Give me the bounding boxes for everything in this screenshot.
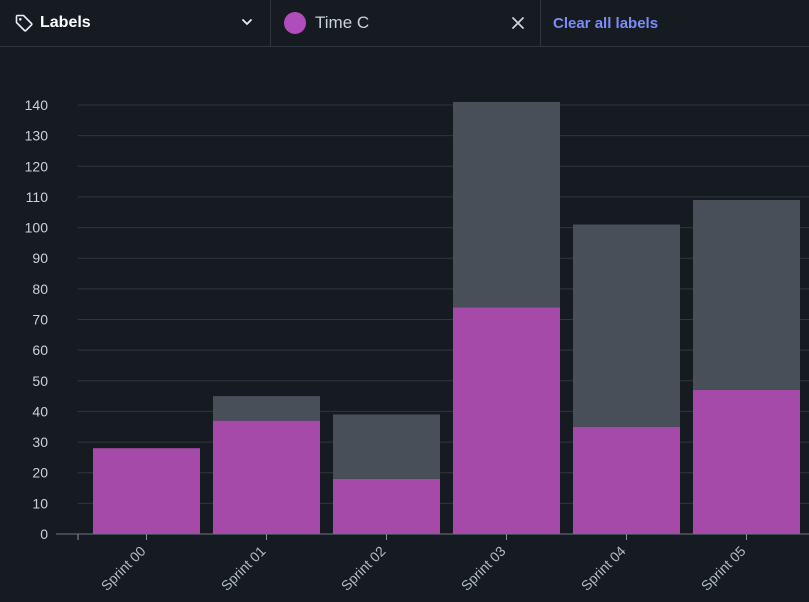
bar-series-0-5[interactable] bbox=[693, 389, 800, 534]
y-axis-ticks: 0 10 20 30 40 50 60 70 80 90 100 110 120 130 140 bbox=[25, 97, 49, 542]
x-tick-label: Sprint 02 bbox=[338, 543, 389, 594]
x-tick-label: Sprint 00 bbox=[98, 543, 149, 594]
y-tick-label: 10 bbox=[32, 495, 48, 511]
clear-labels-section: Clear all labels bbox=[541, 0, 809, 46]
y-tick-label: 140 bbox=[25, 97, 49, 113]
bar-series-0-3[interactable] bbox=[453, 307, 560, 534]
selected-label-name: Time C bbox=[315, 13, 370, 32]
selected-label-filter: Time C bbox=[271, 0, 541, 46]
bar-series-0-2[interactable] bbox=[333, 478, 440, 534]
bar-series-1-3[interactable] bbox=[453, 101, 560, 308]
y-tick-label: 70 bbox=[32, 312, 48, 328]
y-tick-label: 90 bbox=[32, 250, 48, 266]
bar-series-0-4[interactable] bbox=[573, 426, 680, 534]
y-tick-label: 40 bbox=[32, 403, 48, 419]
x-tick-label: Sprint 03 bbox=[458, 543, 509, 594]
x-tick-label: Sprint 04 bbox=[578, 543, 629, 594]
y-tick-label: 110 bbox=[26, 189, 49, 205]
close-icon[interactable] bbox=[508, 13, 528, 33]
y-tick-label: 20 bbox=[32, 465, 48, 481]
label-filter-toolbar: Labels Time C Clear all labels bbox=[0, 0, 809, 47]
bar-series-1-5[interactable] bbox=[693, 199, 800, 390]
tag-icon bbox=[15, 14, 33, 32]
bar-series-1-4[interactable] bbox=[573, 224, 680, 427]
y-tick-label: 50 bbox=[32, 373, 48, 389]
y-tick-label: 130 bbox=[25, 128, 49, 144]
bar-series-1-2[interactable] bbox=[333, 414, 440, 479]
bar-series-0-1[interactable] bbox=[213, 420, 320, 534]
chevron-down-icon bbox=[242, 19, 252, 25]
labels-dropdown-label: Labels bbox=[40, 14, 91, 31]
bar-series-0-0[interactable] bbox=[93, 448, 200, 534]
y-tick-label: 0 bbox=[40, 526, 48, 542]
sprint-bar-chart: 0 10 20 30 40 50 60 70 80 90 100 110 120 130 140 Sprin… bbox=[25, 97, 809, 594]
y-tick-label: 120 bbox=[25, 158, 49, 174]
x-tick-label: Sprint 01 bbox=[218, 543, 269, 594]
y-tick-label: 60 bbox=[32, 342, 48, 358]
y-tick-label: 30 bbox=[32, 434, 48, 450]
labels-dropdown[interactable]: Labels bbox=[0, 0, 271, 46]
y-tick-label: 100 bbox=[25, 220, 49, 236]
bars bbox=[93, 101, 800, 534]
x-tick-label: Sprint 05 bbox=[698, 543, 749, 594]
y-tick-label: 80 bbox=[32, 281, 48, 297]
grid-lines bbox=[78, 104, 809, 504]
bar-series-1-1[interactable] bbox=[213, 396, 320, 421]
x-axis: Sprint 00 Sprint 01 Sprint 02 Sprint 03 Spri… bbox=[56, 533, 809, 594]
label-color-dot bbox=[284, 12, 306, 34]
clear-all-labels-link[interactable]: Clear all labels bbox=[553, 14, 659, 32]
